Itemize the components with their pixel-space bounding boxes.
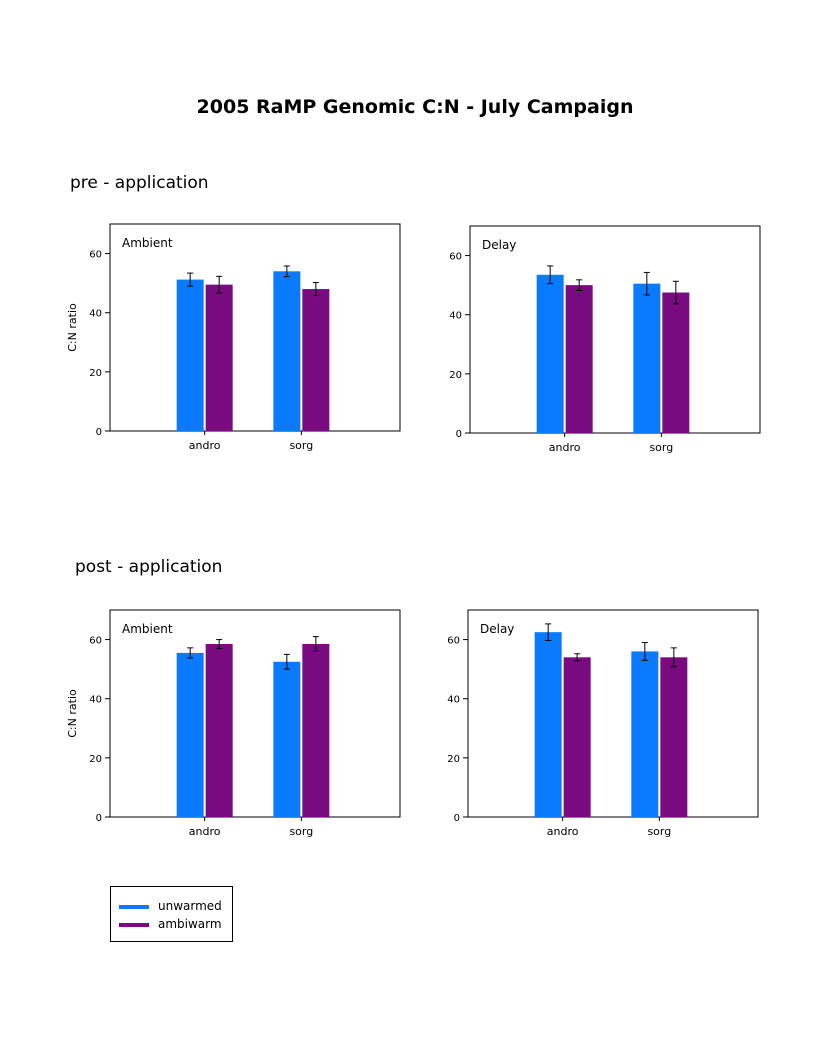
panel-label: Delay <box>482 238 516 252</box>
y-tick-label: 60 <box>89 250 102 261</box>
x-tick-label-sorg: sorg <box>289 439 313 452</box>
pre-delay-chart: 0 20 40 60 Delay andro sorg <box>410 216 770 466</box>
y-axis-label: C:N ratio <box>66 303 79 352</box>
y-tick-label: 60 <box>449 252 462 263</box>
bar-andro-ambiwarm <box>565 285 593 433</box>
plot-frame <box>109 223 401 432</box>
bar-andro-ambiwarm <box>205 284 233 431</box>
pre-ambient-chart: 0 20 40 60 C:N ratio Ambient andro sorg <box>50 214 410 464</box>
bar-andro-unwarmed <box>536 274 564 433</box>
bar-sorg-unwarmed <box>273 271 301 431</box>
y-tick-label: 0 <box>96 427 102 438</box>
bar-sorg-ambiwarm <box>302 644 330 817</box>
x-tick-label-andro: andro <box>549 441 581 454</box>
section-title-post: post - application <box>75 557 223 577</box>
legend-label-ambiwarm: ambiwarm <box>158 917 222 931</box>
bar-andro-ambiwarm <box>205 644 233 817</box>
bar-sorg-unwarmed <box>273 661 301 817</box>
bar-sorg-unwarmed <box>631 651 659 817</box>
y-axis-label: C:N ratio <box>66 689 79 738</box>
bar-andro-unwarmed <box>534 632 562 817</box>
panel-label: Delay <box>480 622 514 636</box>
y-tick-label: 40 <box>89 309 102 320</box>
chart-svg: 0 20 40 60 C:N ratio Ambient andro sorg <box>66 609 401 838</box>
chart-svg: 0 20 40 60 Delay andro sorg <box>447 609 759 838</box>
y-tick-label: 20 <box>89 754 102 765</box>
post-delay-chart: 0 20 40 60 Delay andro sorg <box>408 600 768 850</box>
y-tick-label: 0 <box>454 813 460 824</box>
plot-frame <box>469 225 761 434</box>
legend-label-unwarmed: unwarmed <box>158 899 222 913</box>
y-tick-label: 60 <box>447 636 460 647</box>
x-tick-label-andro: andro <box>189 439 221 452</box>
chart-svg: 0 20 40 60 C:N ratio Ambient andro sorg <box>66 223 401 452</box>
y-tick-label: 40 <box>449 311 462 322</box>
post-ambient-chart: 0 20 40 60 C:N ratio Ambient andro sorg <box>50 600 410 850</box>
y-tick-label: 20 <box>89 368 102 379</box>
y-tick-label: 20 <box>449 370 462 381</box>
bar-sorg-ambiwarm <box>302 289 330 431</box>
legend-swatch-ambiwarm <box>119 923 149 927</box>
bar-andro-unwarmed <box>176 652 204 817</box>
y-tick-label: 40 <box>89 695 102 706</box>
x-tick-label-sorg: sorg <box>647 825 671 838</box>
x-tick-label-sorg: sorg <box>289 825 313 838</box>
x-tick-label-sorg: sorg <box>649 441 673 454</box>
x-tick-label-andro: andro <box>547 825 579 838</box>
bar-andro-ambiwarm <box>563 657 591 817</box>
y-tick-label: 0 <box>96 813 102 824</box>
plot-frame <box>109 609 401 818</box>
y-tick-label: 20 <box>447 754 460 765</box>
chart-svg: 0 20 40 60 Delay andro sorg <box>449 225 761 454</box>
panel-label: Ambient <box>122 622 173 636</box>
bar-sorg-ambiwarm <box>662 292 690 433</box>
chart-title: 2005 RaMP Genomic C:N - July Campaign <box>196 96 634 118</box>
legend: unwarmed ambiwarm <box>110 886 233 942</box>
plot-frame <box>467 609 759 818</box>
y-tick-label: 60 <box>89 636 102 647</box>
x-tick-label-andro: andro <box>189 825 221 838</box>
bar-sorg-unwarmed <box>633 283 661 433</box>
section-title-pre: pre - application <box>70 173 209 193</box>
bar-andro-unwarmed <box>176 279 204 431</box>
bar-sorg-ambiwarm <box>660 657 688 817</box>
legend-swatch-unwarmed <box>119 905 149 909</box>
y-tick-label: 0 <box>456 429 462 440</box>
y-tick-label: 40 <box>447 695 460 706</box>
panel-label: Ambient <box>122 236 173 250</box>
